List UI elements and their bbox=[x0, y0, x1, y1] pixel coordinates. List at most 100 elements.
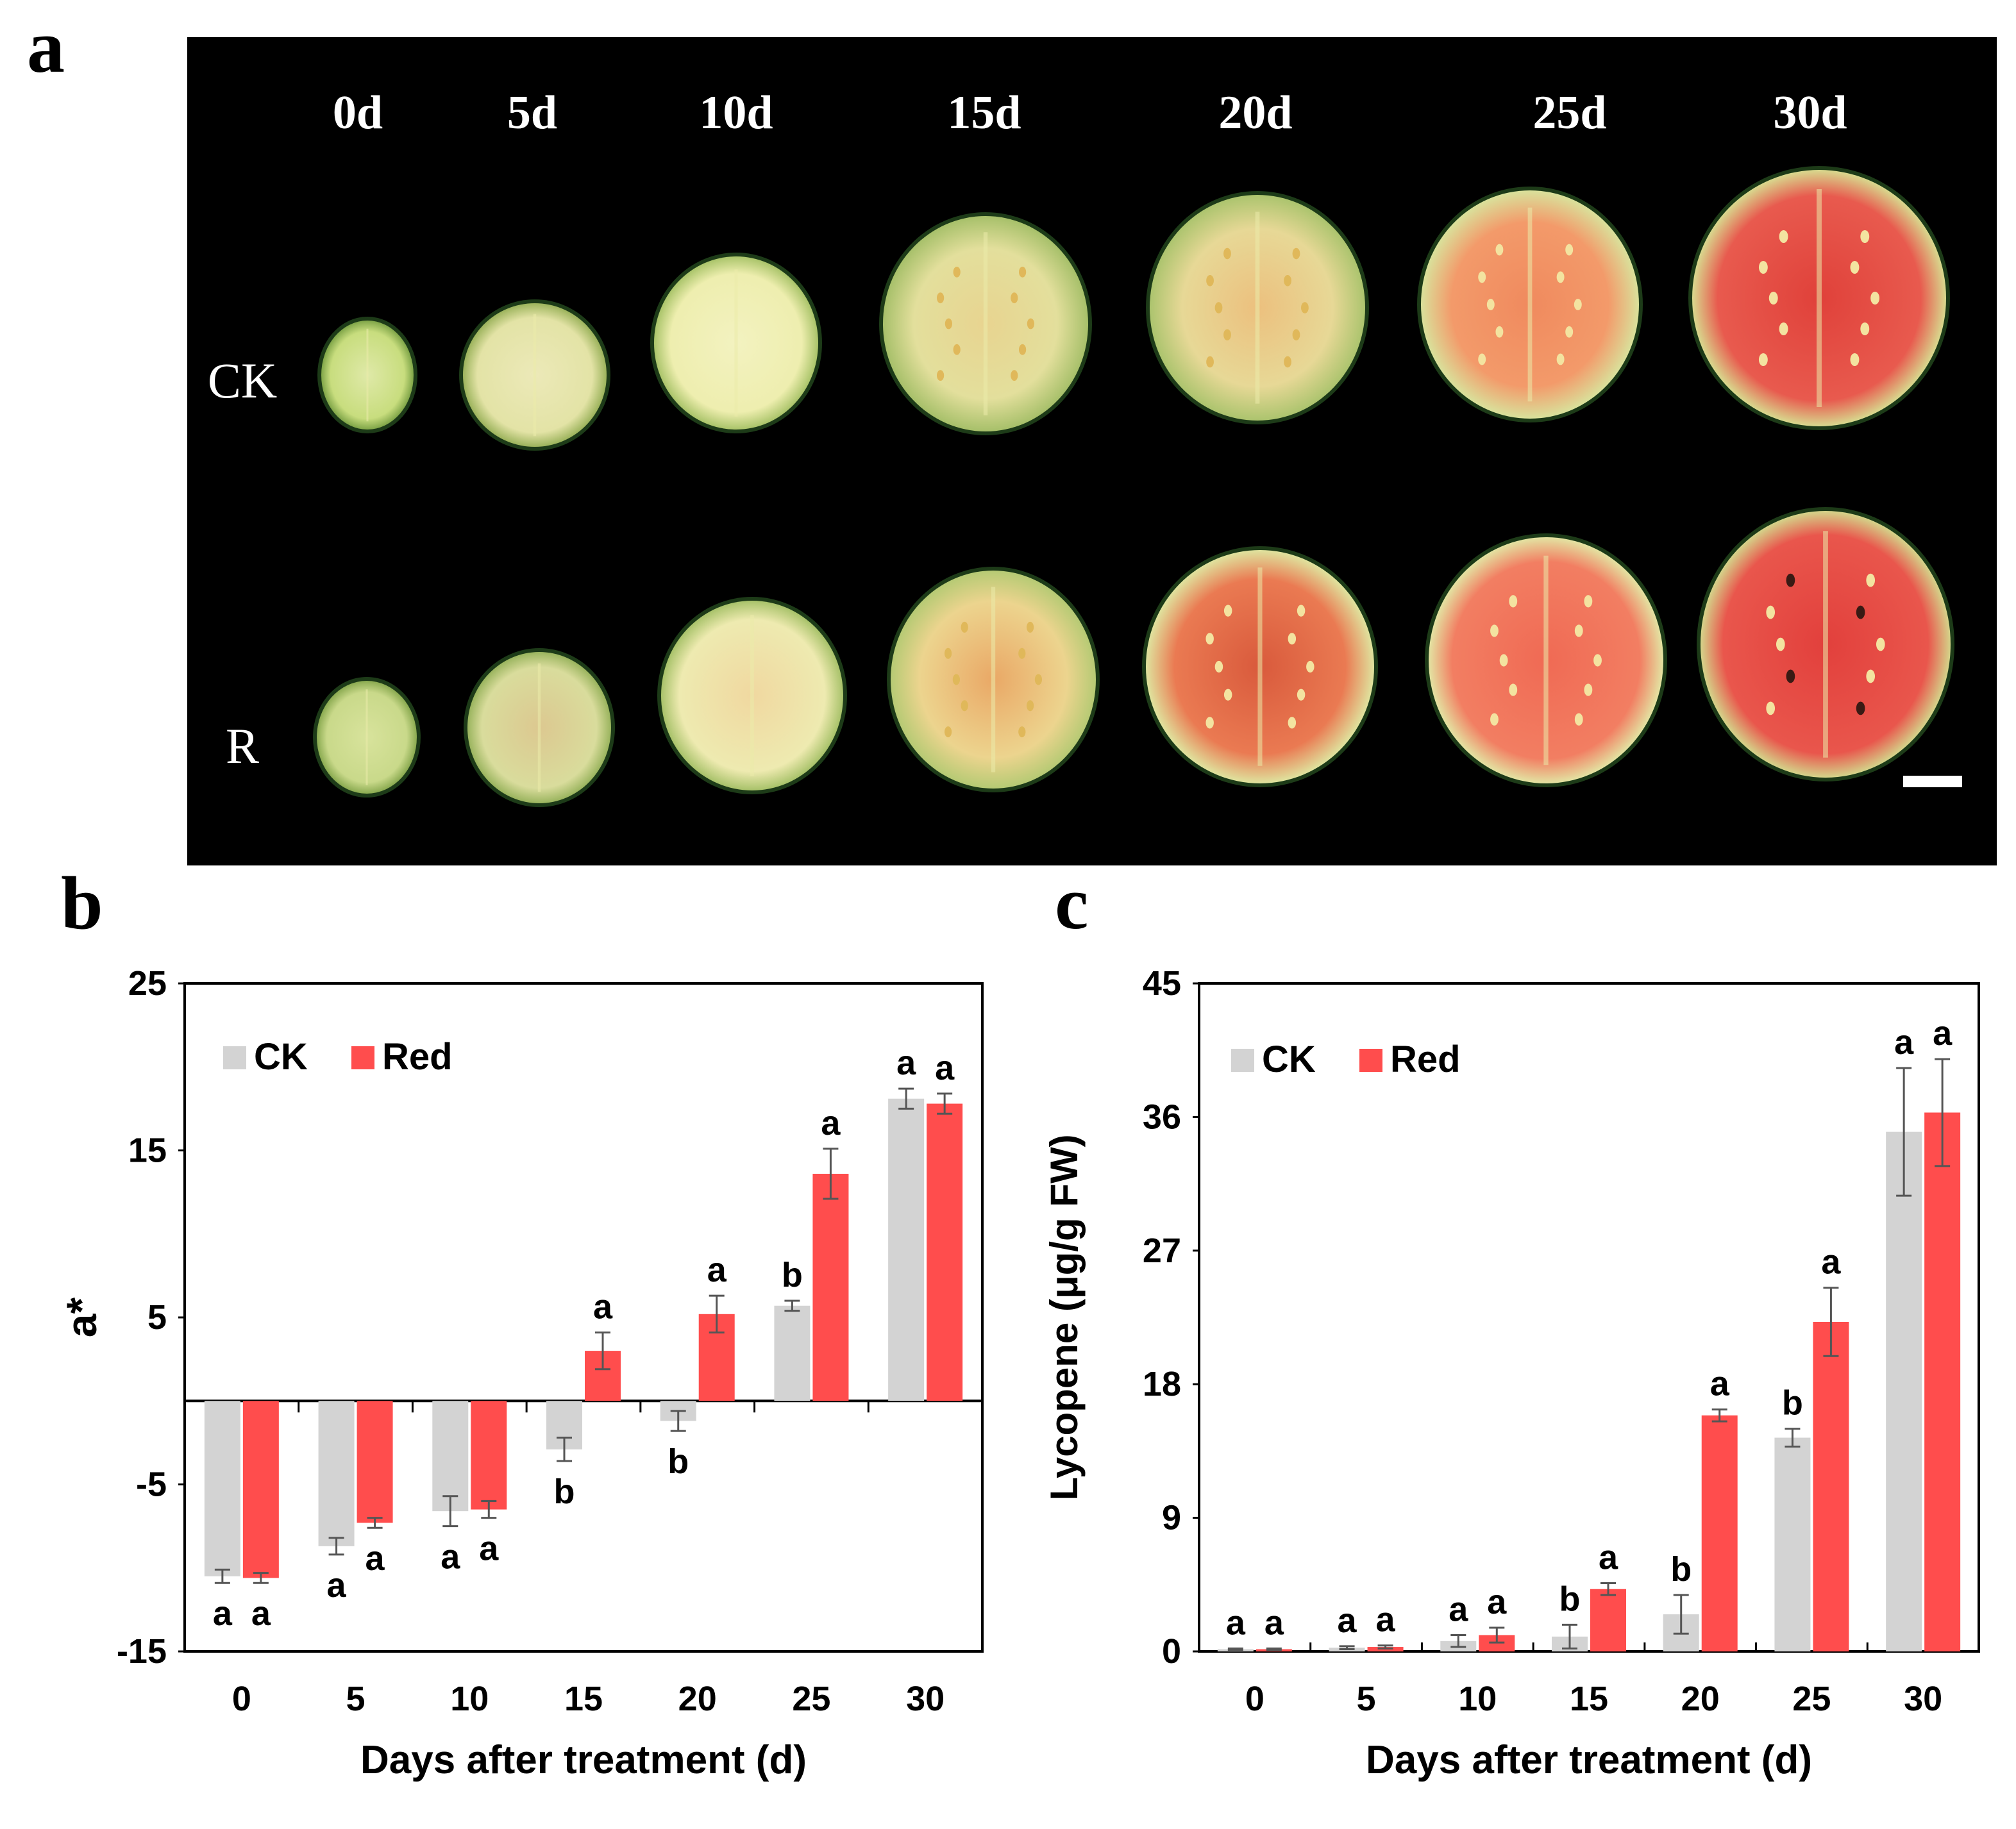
day-label-3: 15d bbox=[947, 87, 1021, 139]
significance-letter: a bbox=[1599, 1538, 1618, 1576]
day-label-0: 0d bbox=[333, 87, 383, 139]
significance-letter: a bbox=[1449, 1591, 1468, 1629]
day-label-2: 10d bbox=[699, 87, 773, 139]
significance-letter: a bbox=[1338, 1601, 1357, 1640]
fruit-ck-5 bbox=[1417, 187, 1643, 422]
fruit-ck-0 bbox=[317, 317, 417, 433]
fruit-red-1 bbox=[464, 648, 615, 807]
bar-red-30 bbox=[927, 1103, 963, 1401]
fruit-ck-6 bbox=[1688, 166, 1950, 430]
y-axis-label: a* bbox=[58, 1297, 105, 1337]
y-tick-label: 27 bbox=[1143, 1232, 1181, 1270]
significance-letter: a bbox=[213, 1594, 233, 1633]
bar-ck-25 bbox=[1774, 1437, 1811, 1651]
day-label-5: 25d bbox=[1533, 87, 1606, 139]
panel-label-c: c bbox=[1055, 861, 1088, 945]
significance-letter: a bbox=[1821, 1243, 1841, 1282]
x-tick-label: 30 bbox=[906, 1680, 945, 1718]
row-label-r: R bbox=[226, 718, 259, 774]
significance-letter: a bbox=[365, 1539, 385, 1578]
row-label-ck: CK bbox=[208, 353, 277, 408]
day-label-1: 5d bbox=[507, 87, 557, 139]
legend-label-ck: CK bbox=[254, 1036, 308, 1078]
legend-swatch-red bbox=[351, 1046, 374, 1069]
y-tick-label: 5 bbox=[147, 1298, 167, 1337]
y-tick-label: 9 bbox=[1162, 1499, 1181, 1537]
bar-red-30 bbox=[1924, 1112, 1961, 1651]
significance-letter: a bbox=[935, 1049, 955, 1087]
legend-swatch-red bbox=[1359, 1049, 1382, 1072]
bar-ck-0 bbox=[204, 1401, 240, 1576]
day-label-4: 20d bbox=[1218, 87, 1292, 139]
bar-red-25 bbox=[1813, 1321, 1849, 1651]
bar-red-20 bbox=[1701, 1415, 1738, 1651]
fruit-ck-1 bbox=[459, 299, 610, 451]
significance-letter: a bbox=[251, 1594, 271, 1633]
significance-letter: b bbox=[554, 1473, 575, 1511]
significance-letter: a bbox=[821, 1104, 841, 1142]
fruit-ck-2 bbox=[650, 253, 822, 433]
significance-letter: a bbox=[479, 1530, 499, 1568]
fruit-red-6 bbox=[1697, 507, 1954, 781]
significance-letter: a bbox=[1226, 1603, 1246, 1642]
legend-swatch-ck bbox=[223, 1046, 246, 1069]
significance-letter: a bbox=[896, 1044, 916, 1082]
legend-swatch-ck bbox=[1231, 1049, 1254, 1072]
x-tick-label: 5 bbox=[346, 1680, 365, 1718]
fruit-red-0 bbox=[313, 677, 421, 798]
bar-red-10 bbox=[471, 1401, 507, 1510]
photo-background bbox=[187, 37, 1997, 865]
significance-letter: a bbox=[1894, 1023, 1914, 1062]
x-tick-label: 0 bbox=[232, 1680, 251, 1718]
fruit-photo-panel: 0d 5d 10d 15d 20d 25d 30d CK R bbox=[187, 37, 1997, 865]
y-tick-label: 45 bbox=[1143, 964, 1181, 1003]
y-tick-label: 25 bbox=[128, 964, 167, 1003]
fruit-red-4 bbox=[1142, 546, 1378, 787]
fruit-red-3 bbox=[887, 567, 1100, 792]
bar-red-5 bbox=[357, 1401, 393, 1523]
y-tick-label: 36 bbox=[1143, 1098, 1181, 1136]
y-tick-label: 15 bbox=[128, 1132, 167, 1170]
x-tick-label: 30 bbox=[1904, 1680, 1942, 1718]
bar-ck-30 bbox=[1886, 1132, 1922, 1651]
panel-label-a: a bbox=[27, 4, 65, 88]
bar-red-25 bbox=[812, 1173, 849, 1401]
x-tick-label: 20 bbox=[1681, 1680, 1720, 1718]
y-tick-label: 0 bbox=[1162, 1632, 1181, 1671]
fruit-red-2 bbox=[657, 597, 847, 794]
bar-red-15 bbox=[1590, 1589, 1626, 1651]
significance-letter: b bbox=[1670, 1550, 1692, 1589]
fruit-red-5 bbox=[1425, 533, 1667, 787]
fruit-ck-4 bbox=[1146, 191, 1369, 424]
significance-letter: b bbox=[668, 1442, 689, 1481]
fruit-ck-3 bbox=[879, 212, 1092, 435]
significance-letter: a bbox=[1264, 1603, 1284, 1642]
significance-letter: b bbox=[782, 1256, 803, 1294]
significance-letter: a bbox=[1376, 1601, 1396, 1639]
x-tick-label: 10 bbox=[1458, 1680, 1497, 1718]
y-axis-label: Lycopene (μg/g FW) bbox=[1043, 1134, 1086, 1500]
x-axis-label: Days after treatment (d) bbox=[360, 1738, 807, 1782]
bar-ck-30 bbox=[888, 1098, 925, 1401]
significance-letter: a bbox=[1487, 1583, 1507, 1621]
significance-letter: b bbox=[1559, 1580, 1581, 1618]
x-axis-label: Days after treatment (d) bbox=[1366, 1738, 1812, 1782]
significance-letter: a bbox=[441, 1538, 460, 1576]
bar-ck-10 bbox=[432, 1401, 469, 1512]
significance-letter: a bbox=[1933, 1014, 1953, 1053]
significance-letter: a bbox=[593, 1287, 613, 1326]
plot-frame bbox=[183, 982, 984, 1653]
y-tick-label: 18 bbox=[1143, 1365, 1181, 1403]
y-tick-label: -15 bbox=[117, 1632, 167, 1671]
x-tick-label: 15 bbox=[564, 1680, 603, 1718]
x-tick-label: 10 bbox=[450, 1680, 489, 1718]
significance-letter: b bbox=[1782, 1384, 1803, 1423]
significance-letter: a bbox=[1710, 1365, 1730, 1403]
legend-label-ck: CK bbox=[1262, 1039, 1316, 1080]
x-tick-label: 20 bbox=[678, 1680, 717, 1718]
x-tick-label: 15 bbox=[1570, 1680, 1608, 1718]
legend-label-red: Red bbox=[382, 1036, 453, 1078]
bar-ck-5 bbox=[318, 1401, 355, 1546]
